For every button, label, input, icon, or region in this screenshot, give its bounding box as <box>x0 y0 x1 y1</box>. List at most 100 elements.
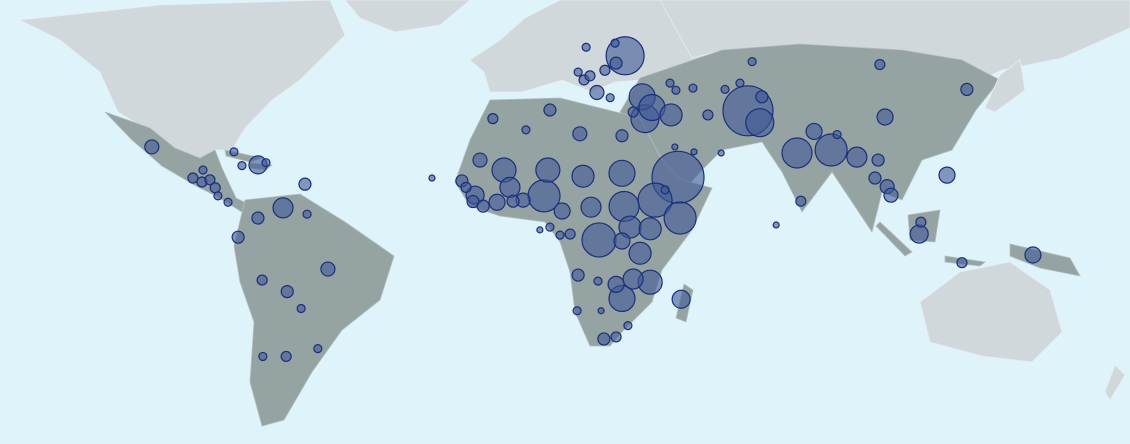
bubble <box>580 196 602 218</box>
bubble <box>688 83 698 93</box>
bubble <box>608 159 636 187</box>
bubble <box>599 64 611 76</box>
bubble <box>571 164 595 188</box>
bubble <box>638 217 662 241</box>
bubble <box>581 42 591 52</box>
bubble <box>272 197 294 219</box>
bubble <box>572 306 582 316</box>
bubble <box>204 174 216 186</box>
bubble <box>671 289 691 309</box>
bubble <box>671 143 679 151</box>
bubble <box>144 139 160 155</box>
bubble <box>593 276 603 286</box>
bubble <box>720 84 730 94</box>
bubble <box>298 177 312 191</box>
bubble <box>589 84 605 101</box>
bubble <box>428 174 436 182</box>
bubble <box>584 70 596 82</box>
bubble <box>717 149 725 157</box>
bubble <box>605 93 615 103</box>
bubble <box>781 137 813 169</box>
bubble <box>229 147 239 157</box>
bubble <box>871 153 885 167</box>
bubble <box>609 56 623 70</box>
new-zealand <box>1104 364 1126 401</box>
bubble <box>876 108 894 126</box>
bubble <box>256 274 268 286</box>
bubble <box>772 221 780 229</box>
bubble <box>613 232 631 250</box>
bubble <box>883 187 899 203</box>
australia <box>919 261 1063 363</box>
bubble <box>690 148 698 156</box>
bubble <box>223 197 233 207</box>
bubble <box>487 113 499 125</box>
bubble <box>671 85 681 95</box>
bubble <box>1024 246 1042 264</box>
bubble <box>814 133 848 167</box>
bubble <box>610 331 622 343</box>
bubble <box>296 303 306 314</box>
bubble <box>755 90 769 104</box>
bubble <box>320 261 336 277</box>
bubble <box>702 109 714 121</box>
japan <box>984 59 1026 113</box>
bubble <box>555 230 565 240</box>
bubble <box>846 146 868 168</box>
bubble <box>909 224 929 244</box>
bubble <box>488 193 506 211</box>
bubble <box>735 78 745 88</box>
bubble <box>231 230 245 244</box>
bubble <box>499 176 521 198</box>
bubble <box>663 201 697 235</box>
bubble <box>805 122 823 141</box>
bubble <box>622 268 644 290</box>
bubble <box>280 284 294 299</box>
bubble <box>615 129 629 143</box>
bubble <box>313 344 323 354</box>
bubble <box>960 82 974 96</box>
bubble <box>543 103 557 117</box>
bubble <box>187 172 199 184</box>
bubble <box>956 257 968 269</box>
bubble <box>258 351 268 362</box>
bubble <box>521 125 531 135</box>
bubble <box>535 157 561 183</box>
bubble <box>564 228 576 240</box>
bubble <box>198 165 208 175</box>
bubble <box>597 332 611 346</box>
bubble <box>472 152 488 168</box>
bubble <box>915 216 927 228</box>
bubble <box>302 209 312 219</box>
bubble <box>628 241 652 265</box>
bubble <box>506 194 520 208</box>
bubble <box>280 350 292 363</box>
bubble <box>536 226 544 234</box>
bubbles <box>144 36 1042 363</box>
bubble <box>832 129 842 140</box>
bubble <box>747 57 757 67</box>
bubble <box>572 126 588 142</box>
bubble <box>597 307 605 315</box>
bubble <box>660 185 670 195</box>
bubble <box>573 67 583 77</box>
bubble <box>874 58 886 71</box>
bubble <box>868 171 882 185</box>
bubble <box>659 103 683 127</box>
bubble <box>209 182 221 194</box>
bubble <box>607 275 625 293</box>
bubble <box>571 268 585 282</box>
bubble <box>627 106 639 118</box>
bubble <box>795 195 807 207</box>
bubble <box>261 158 271 168</box>
greenland <box>344 0 471 33</box>
bubble <box>213 191 223 201</box>
bubble <box>237 161 247 171</box>
bubble <box>251 211 265 225</box>
bubble <box>476 199 490 213</box>
bubble <box>460 181 472 193</box>
bubble <box>623 320 633 331</box>
bubble <box>938 166 956 184</box>
